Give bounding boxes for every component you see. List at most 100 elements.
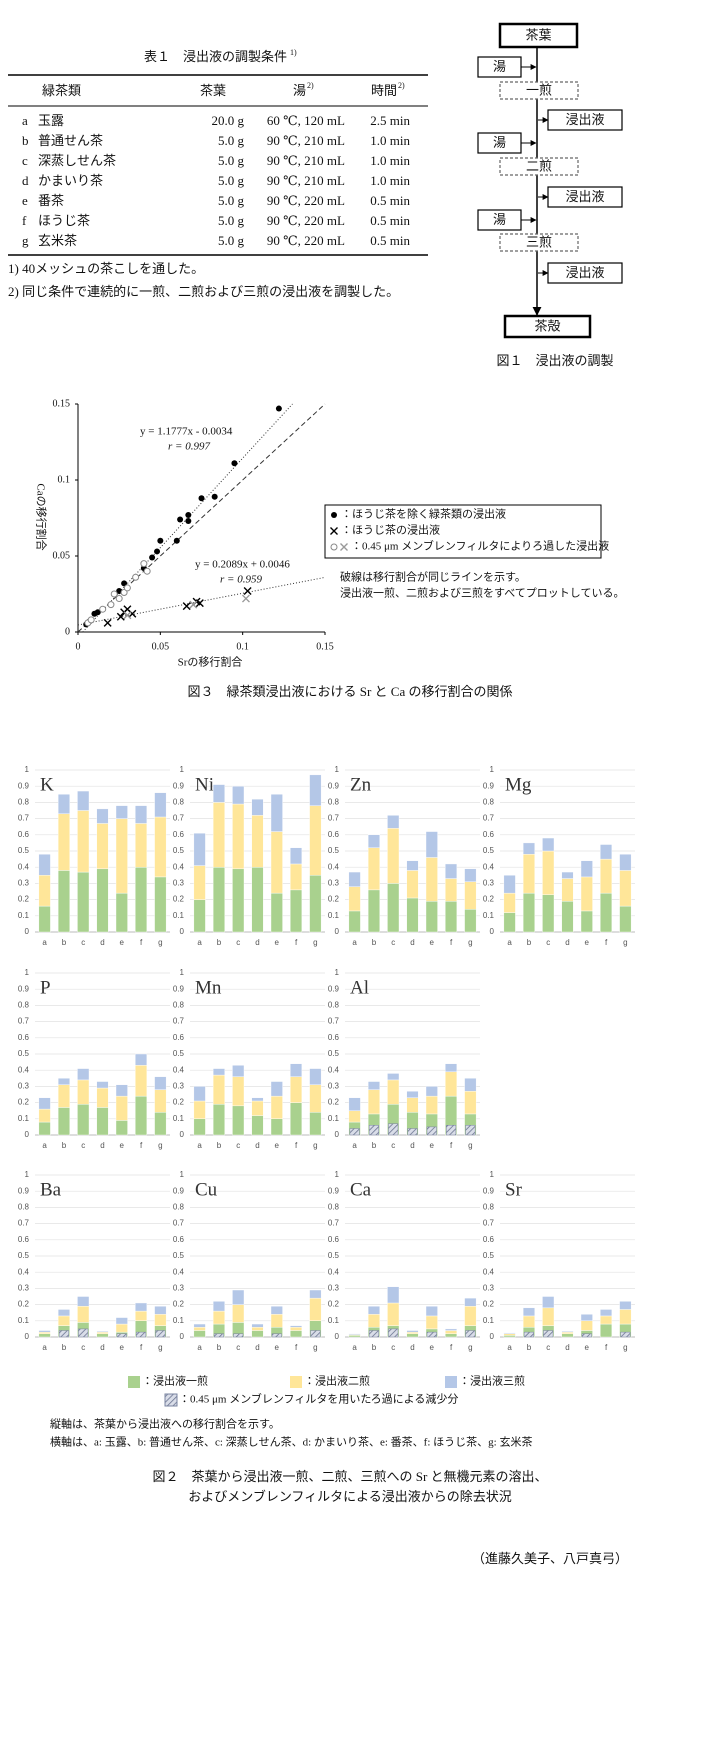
bar-segment (96, 1333, 109, 1338)
x-tick-label: b (62, 938, 67, 947)
legend-label: ：浸出液一煎 (142, 1374, 208, 1388)
bar-segment (96, 1107, 109, 1136)
bar-segment (406, 897, 419, 933)
bar-segment (96, 1087, 109, 1108)
bar-segment (154, 816, 167, 878)
bar-segment (135, 1065, 148, 1097)
bar-hatch (78, 1328, 89, 1338)
x-tick-label: g (623, 938, 627, 947)
point (94, 609, 101, 616)
x-tick-label: g (158, 938, 162, 947)
bar-segment (348, 886, 361, 912)
x-tick-label: e (275, 1141, 280, 1150)
x-tick-label: b (217, 938, 222, 947)
y-tick-label: 0.1 (483, 911, 495, 920)
bar-segment (96, 808, 109, 824)
table-cell: 90 ℃, 210 mL (267, 153, 345, 168)
bar-hatch (349, 1128, 360, 1136)
y-tick-label: 0.7 (18, 814, 30, 823)
bar-segment (561, 878, 574, 902)
y-tick-label: 0.5 (328, 1251, 340, 1260)
bar-segment (406, 870, 419, 899)
legend-label: ：0.45 μm メンブレンフィルタを用いたろ過による減少分 (179, 1392, 458, 1406)
y-tick-label: 0.2 (483, 895, 495, 904)
x-tick-label: f (140, 1343, 143, 1352)
y-tick-label: 0 (25, 1332, 30, 1341)
bar-segment (38, 1121, 51, 1136)
panel-title: Ba (40, 1180, 62, 1201)
bar-segment (57, 1084, 70, 1108)
bar-hatch (465, 1330, 476, 1338)
flow-label: 茶殻 (534, 318, 560, 333)
y-tick-label: 0.5 (173, 1251, 185, 1260)
bar-segment (406, 1097, 419, 1113)
x-tick-label: f (450, 1141, 453, 1150)
y-tick-label: 0.2 (173, 1098, 185, 1107)
bar-segment (561, 1333, 574, 1338)
bar-segment (406, 1333, 419, 1338)
x-tick-label: d (255, 1141, 259, 1150)
point (243, 586, 252, 595)
y-tick-label: 0 (335, 927, 340, 936)
bar-segment (77, 1079, 90, 1105)
x-tick-label: a (42, 1343, 47, 1352)
x-tick-label: f (605, 1343, 608, 1352)
y-tick-label: 0.9 (173, 1186, 185, 1195)
bar-segment (251, 867, 264, 933)
figure-caption: 図１ 浸出液の調製 (496, 353, 613, 368)
x-tick-label: c (236, 1343, 240, 1352)
bar-segment (212, 867, 225, 933)
y-tick-label: 0.5 (173, 1049, 185, 1058)
y-tick-label: 0.4 (173, 1065, 185, 1074)
bar-segment (503, 892, 516, 913)
x-tick-label: 0.1 (236, 641, 249, 652)
bar-segment (38, 1097, 51, 1110)
y-tick-label: 0.6 (18, 1235, 30, 1244)
y-tick-label: 1 (490, 765, 495, 774)
bar-segment (270, 1095, 283, 1119)
y-tick-label: 0 (490, 1332, 495, 1341)
bar-segment (406, 1331, 419, 1334)
bar-segment (367, 1314, 380, 1328)
y-tick-label: 1 (335, 765, 340, 774)
x-tick-label: c (236, 1141, 240, 1150)
y-tick-label: 0.3 (483, 1284, 495, 1293)
bar-segment (193, 1086, 206, 1102)
x-tick-label: e (275, 938, 280, 947)
bar-segment (464, 1078, 477, 1092)
bar-segment (425, 1306, 438, 1317)
x-tick-label: 0.05 (152, 641, 170, 652)
bar-segment (77, 1104, 90, 1136)
bar-segment (445, 1328, 458, 1331)
bar-segment (309, 805, 322, 876)
point (177, 516, 184, 523)
point (182, 602, 191, 611)
bar-segment (309, 875, 322, 933)
bar-segment (290, 847, 303, 865)
bar-segment (425, 831, 438, 858)
y-tick-label: 0.7 (18, 1017, 30, 1026)
x-tick-label: d (410, 1141, 414, 1150)
y-tick-label: 1 (25, 1170, 30, 1179)
x-tick-label: b (372, 1343, 377, 1352)
x-tick-label: a (507, 938, 512, 947)
bar-segment (600, 1309, 613, 1317)
x-tick-label: a (352, 938, 357, 947)
bar-segment (38, 905, 51, 933)
x-tick-label: f (140, 938, 143, 947)
bar-segment (96, 1331, 109, 1333)
y-tick-label: 0.4 (173, 862, 185, 871)
bar-segment (387, 828, 400, 884)
bar-segment (251, 815, 264, 868)
bar-segment (542, 894, 555, 933)
y-tick-label: 0.9 (18, 984, 30, 993)
y-tick-label: 0.6 (328, 830, 340, 839)
figure-note: 横軸は、a: 玉露、b: 普通せん茶、c: 深蒸しせん茶、d: かまいり茶、e:… (50, 1435, 532, 1449)
bar-segment (445, 1063, 458, 1073)
bar-segment (38, 1333, 51, 1338)
bar-segment (445, 1333, 458, 1338)
x-tick-label: a (197, 1141, 202, 1150)
bar-segment (600, 892, 613, 933)
point (143, 567, 151, 575)
y-tick-label: 1 (25, 968, 30, 977)
